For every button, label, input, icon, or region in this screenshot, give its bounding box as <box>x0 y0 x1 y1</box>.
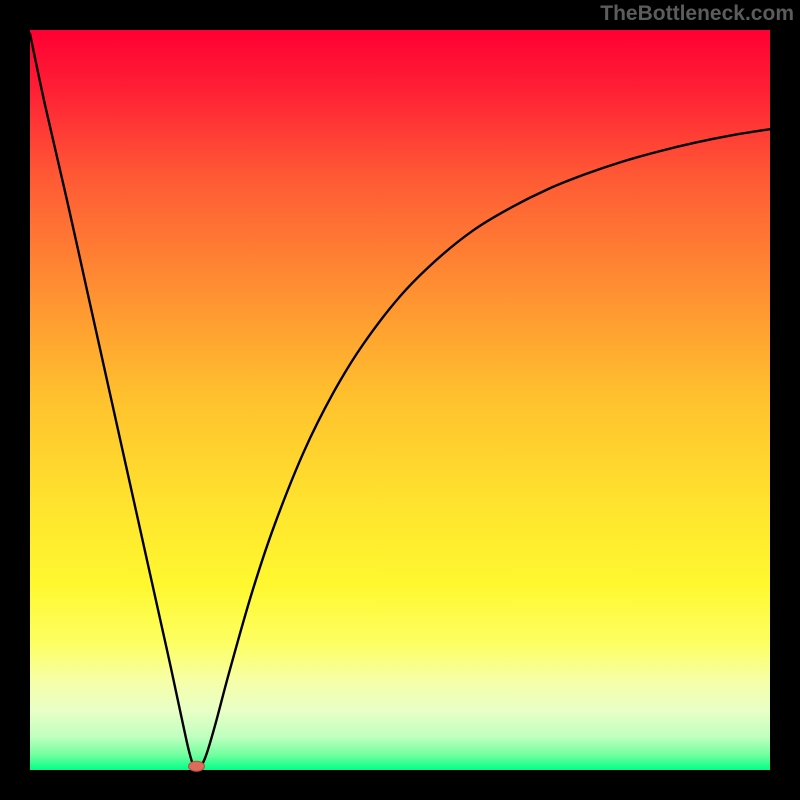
watermark-text: TheBottleneck.com <box>600 2 794 26</box>
optimum-marker <box>189 761 205 771</box>
chart-svg <box>0 0 800 800</box>
chart-background <box>30 30 770 770</box>
bottleneck-chart: TheBottleneck.com <box>0 0 800 800</box>
